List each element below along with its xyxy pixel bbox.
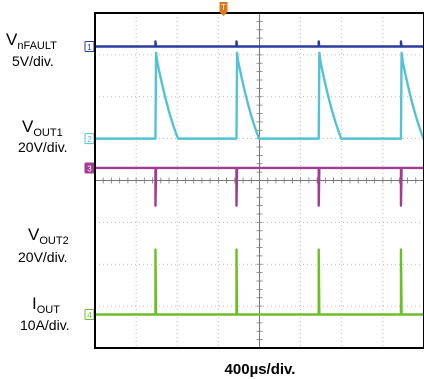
channel-marker-number: 1	[87, 43, 92, 52]
channel-label-4: IOUT 10A/div.	[20, 294, 70, 333]
channel-marker-4: 4	[84, 309, 95, 320]
channel-marker-number: 2	[87, 135, 92, 144]
x-axis-scale-label: 400µs/div.	[225, 361, 296, 378]
trace-ch3	[95, 166, 424, 207]
channel-marker-1: 1	[84, 41, 95, 52]
ch1-scale: 5V/div.	[12, 53, 54, 69]
ch2-scale: 20V/div.	[18, 139, 68, 155]
channel-markers: 1 2 3 4	[84, 41, 95, 320]
trigger-label: T	[221, 3, 226, 12]
ch4-name: IOUT	[32, 294, 60, 316]
trace-ch4	[95, 248, 424, 316]
ch3-scale: 20V/div.	[18, 249, 68, 265]
trigger-marker: T	[219, 2, 228, 16]
channel-label-2: VOUT1 20V/div.	[18, 117, 68, 155]
ch1-name: VnFAULT	[6, 30, 57, 52]
channel-marker-number: 3	[87, 164, 92, 173]
trace-ch2	[95, 51, 424, 140]
trace-ch1	[95, 40, 424, 48]
channel-marker-2: 2	[84, 133, 95, 145]
channel-label-1: VnFAULT 5V/div.	[6, 30, 57, 69]
ch2-name: VOUT1	[22, 117, 63, 139]
ch4-scale: 10A/div.	[20, 317, 70, 333]
scope-traces	[95, 40, 424, 316]
channel-marker-number: 4	[87, 311, 92, 320]
channel-label-3: VOUT2 20V/div.	[18, 225, 69, 265]
scope-frame	[94, 12, 424, 349]
ch3-name: VOUT2	[28, 225, 69, 247]
channel-marker-3: 3	[84, 162, 95, 174]
scope-grid	[94, 12, 424, 349]
